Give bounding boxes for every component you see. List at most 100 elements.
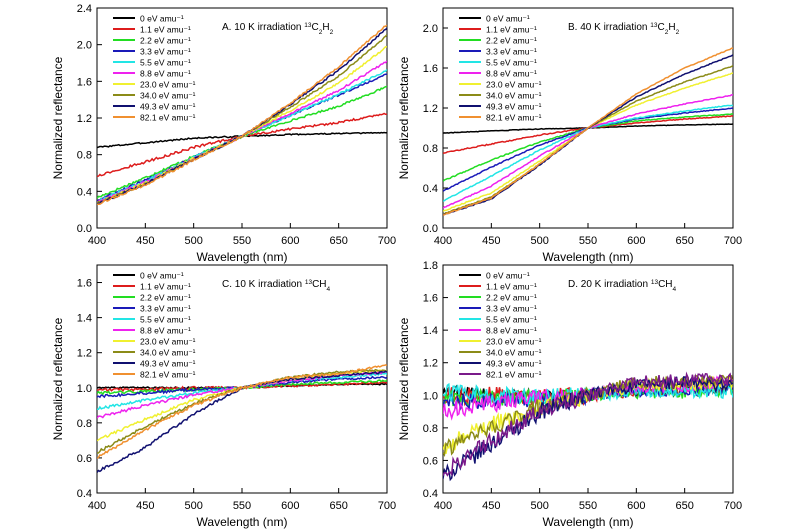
legend-label: 5.5 eV amu⁻¹ [486, 58, 537, 68]
y-tick-label: 1.6 [423, 293, 438, 305]
series-line-9 [443, 371, 733, 477]
x-tick-label: 500 [530, 500, 548, 512]
x-tick-label: 700 [724, 235, 742, 247]
legend: 0 eV amu⁻¹1.1 eV amu⁻¹2.2 eV amu⁻¹3.3 eV… [113, 14, 196, 123]
series-line-6 [97, 369, 387, 442]
y-tick-label: 1.2 [423, 358, 438, 370]
x-tick-label: 700 [378, 235, 396, 247]
x-tick-label: 450 [136, 235, 154, 247]
x-tick-label: 550 [233, 235, 251, 247]
x-tick-label: 400 [88, 500, 106, 512]
series-lines [443, 371, 733, 482]
y-tick-label: 1.2 [77, 113, 92, 125]
x-tick-label: 550 [579, 235, 597, 247]
x-tick-label: 600 [281, 235, 299, 247]
y-tick-label: 1.6 [423, 63, 438, 75]
panel-b: 400 450 500 550 600 650 700 0.0 0.4 0.8 1.2 1.6 2.0 W… [397, 7, 742, 264]
x-tick-label: 500 [184, 235, 202, 247]
y-tick-label: 0.4 [423, 488, 438, 500]
legend-label: 0 eV amu⁻¹ [486, 271, 530, 281]
legend-label: 8.8 eV amu⁻¹ [486, 326, 537, 336]
legend-label: 82.1 eV amu⁻¹ [486, 370, 542, 380]
series-line-7 [97, 368, 387, 454]
y-axis-label: Normalized reflectance [51, 317, 65, 440]
y-tick-label: 2.4 [77, 3, 92, 15]
x-tick-label: 650 [329, 500, 347, 512]
legend-label: 0 eV amu⁻¹ [140, 14, 184, 24]
x-tick-label: 650 [675, 500, 693, 512]
legend-label: 8.8 eV amu⁻¹ [486, 69, 537, 79]
y-tick-label: 2.0 [77, 40, 92, 52]
x-axis-label: Wavelength (nm) [543, 515, 634, 529]
y-tick-label: 0.8 [423, 423, 438, 435]
series-lines [97, 24, 387, 206]
x-tick-label: 400 [434, 500, 452, 512]
y-tick-label: 1.6 [77, 278, 92, 290]
x-tick-label: 700 [378, 500, 396, 512]
y-tick-label: 2.0 [423, 23, 438, 35]
legend-label: 2.2 eV amu⁻¹ [140, 36, 191, 46]
legend: 0 eV amu⁻¹1.1 eV amu⁻¹2.2 eV amu⁻¹3.3 eV… [459, 14, 542, 123]
x-tick-label: 600 [281, 500, 299, 512]
y-tick-label: 1.8 [423, 260, 438, 272]
y-tick-label: 0.0 [77, 223, 92, 235]
x-tick-label: 500 [530, 235, 548, 247]
legend-label: 1.1 eV amu⁻¹ [486, 25, 537, 35]
y-tick-label: 0.6 [77, 453, 92, 465]
legend-label: 23.0 eV amu⁻¹ [486, 337, 542, 347]
x-tick-label: 450 [482, 500, 500, 512]
x-tick-label: 450 [482, 235, 500, 247]
legend-label: 82.1 eV amu⁻¹ [140, 370, 196, 380]
legend-label: 5.5 eV amu⁻¹ [140, 315, 191, 325]
y-tick-label: 0.8 [77, 418, 92, 430]
series-line-2 [443, 113, 733, 182]
legend-label: 82.1 eV amu⁻¹ [140, 113, 196, 123]
legend-label: 3.3 eV amu⁻¹ [486, 47, 537, 57]
legend-label: 8.8 eV amu⁻¹ [140, 69, 191, 79]
x-tick-label: 550 [579, 500, 597, 512]
legend-label: 3.3 eV amu⁻¹ [140, 304, 191, 314]
y-axis-label: Normalized reflectance [51, 56, 65, 179]
legend-label: 34.0 eV amu⁻¹ [486, 348, 542, 358]
legend-label: 2.2 eV amu⁻¹ [486, 293, 537, 303]
legend-label: 23.0 eV amu⁻¹ [140, 80, 196, 90]
series-line-9 [443, 47, 733, 216]
series-line-7 [443, 374, 733, 457]
y-tick-label: 0.6 [423, 455, 438, 467]
series-lines [443, 47, 733, 216]
legend-label: 34.0 eV amu⁻¹ [486, 91, 542, 101]
panel-c: 400 450 500 550 600 650 700 0.4 0.6 0.8 1.0 1.2 1.4 1… [51, 264, 396, 529]
series-line-0 [97, 131, 387, 149]
y-tick-label: 1.6 [77, 76, 92, 88]
y-tick-label: 1.0 [77, 383, 92, 395]
legend-label: 8.8 eV amu⁻¹ [140, 326, 191, 336]
x-tick-label: 600 [627, 500, 645, 512]
x-tick-label: 450 [136, 500, 154, 512]
legend-label: 0 eV amu⁻¹ [486, 14, 530, 24]
y-tick-label: 0.4 [77, 186, 92, 198]
x-tick-label: 400 [88, 235, 106, 247]
legend-label: 2.2 eV amu⁻¹ [140, 293, 191, 303]
y-axis-label: Normalized reflectance [397, 317, 411, 440]
legend-label: 23.0 eV amu⁻¹ [486, 80, 542, 90]
series-line-8 [443, 375, 733, 482]
x-tick-label: 550 [233, 500, 251, 512]
series-line-8 [97, 370, 387, 473]
legend-label: 0 eV amu⁻¹ [140, 271, 184, 281]
x-tick-label: 700 [724, 500, 742, 512]
legend-label: 3.3 eV amu⁻¹ [486, 304, 537, 314]
y-tick-label: 0.4 [423, 183, 438, 195]
legend-label: 1.1 eV amu⁻¹ [486, 282, 537, 292]
x-tick-label: 650 [329, 235, 347, 247]
x-tick-label: 400 [434, 235, 452, 247]
legend-label: 34.0 eV amu⁻¹ [140, 348, 196, 358]
y-tick-label: 0.8 [77, 150, 92, 162]
x-tick-label: 500 [184, 500, 202, 512]
legend: 0 eV amu⁻¹1.1 eV amu⁻¹2.2 eV amu⁻¹3.3 eV… [113, 271, 196, 380]
legend-label: 49.3 eV amu⁻¹ [140, 359, 196, 369]
x-axis-label: Wavelength (nm) [543, 250, 634, 264]
series-line-9 [97, 24, 387, 206]
x-tick-label: 600 [627, 235, 645, 247]
x-axis-label: Wavelength (nm) [197, 515, 288, 529]
legend-label: 23.0 eV amu⁻¹ [140, 337, 196, 347]
